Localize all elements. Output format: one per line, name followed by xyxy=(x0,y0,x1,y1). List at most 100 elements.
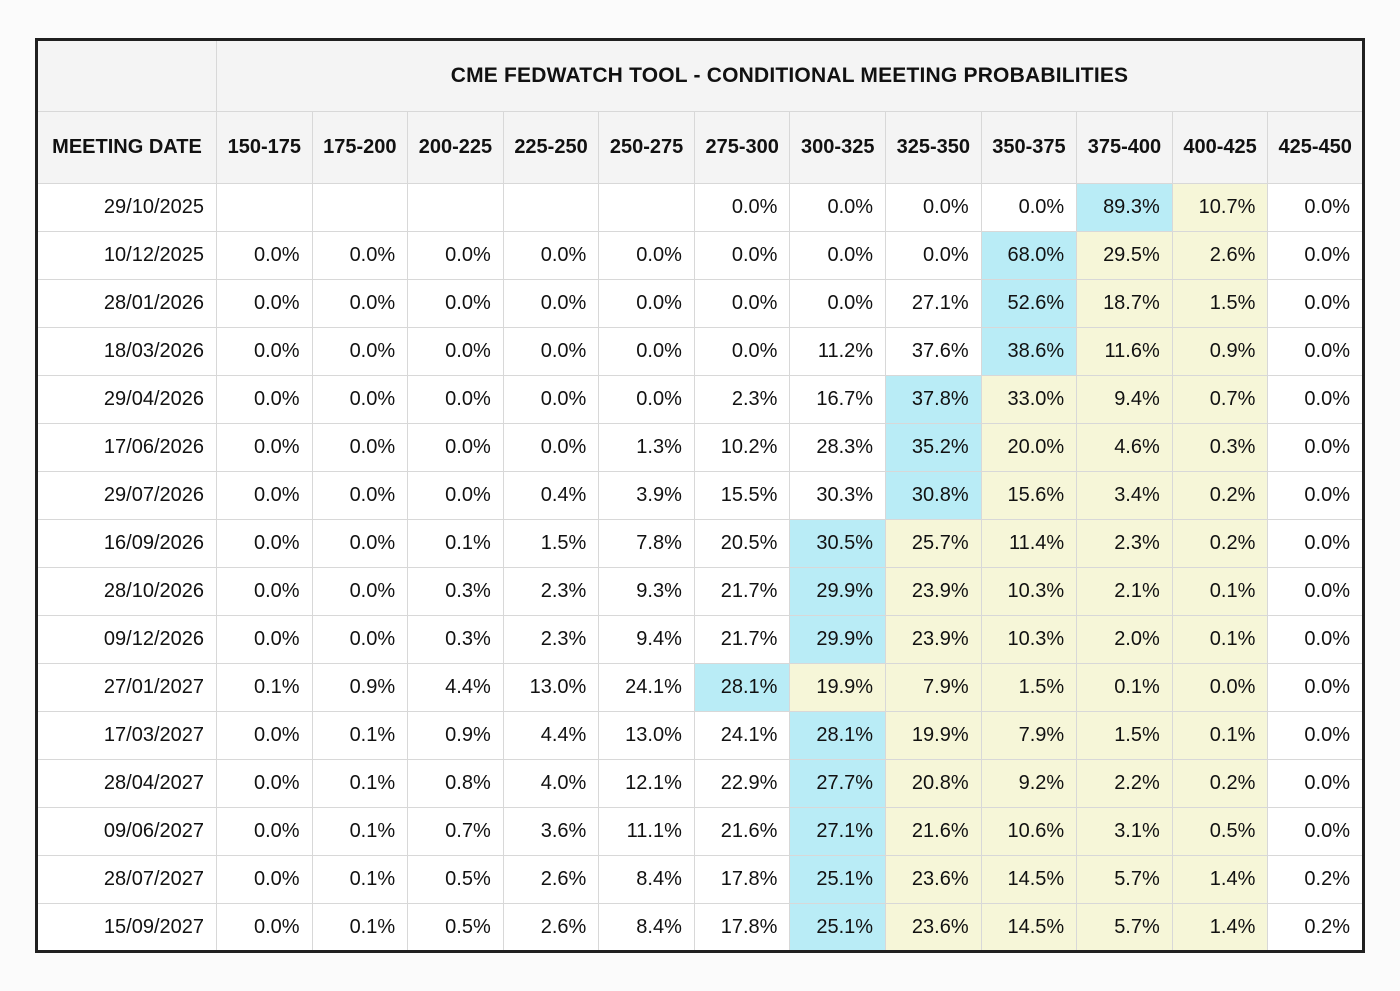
table-row: 29/07/2026 0.0% 0.0% 0.0% 0.4% 3.9% 15.5% 30.3%… xyxy=(36,471,1364,520)
probability-cell xyxy=(407,183,504,232)
probability-cell-max: 29.9% xyxy=(789,567,887,616)
meeting-date-header: MEETING DATE xyxy=(36,111,217,184)
table-row: 29/04/2026 0.0% 0.0% 0.0% 0.0% 0.0% 2.3% 16.7% 3… xyxy=(36,375,1364,424)
probability-cell-tail: 7.9% xyxy=(980,711,1078,760)
probability-cell: 0.0% xyxy=(598,375,695,424)
rate-column-header: 425-450 xyxy=(1267,111,1364,184)
probability-cell: 0.0% xyxy=(407,471,504,520)
probability-cell: 16.7% xyxy=(789,375,887,424)
probability-cell-tail: 0.3% xyxy=(1171,423,1269,472)
probability-cell-tail: 15.6% xyxy=(980,471,1078,520)
table-row: 17/06/2026 0.0% 0.0% 0.0% 0.0% 1.3% 10.2% 28.3%… xyxy=(36,423,1364,472)
probability-cell: 22.9% xyxy=(693,759,791,808)
rate-column-header: 150-175 xyxy=(216,111,313,184)
probability-cell: 0.0% xyxy=(311,471,409,520)
probability-cell-max: 27.7% xyxy=(789,759,887,808)
probability-cell-tail: 1.5% xyxy=(1076,711,1173,760)
probability-cell-tail: 1.5% xyxy=(1171,279,1269,328)
probability-cell-max: 30.8% xyxy=(885,471,982,520)
meeting-date-cell: 29/07/2026 xyxy=(36,471,217,520)
probability-cell: 0.0% xyxy=(502,423,600,472)
probability-cell: 0.0% xyxy=(216,279,313,328)
probability-cell-tail: 3.4% xyxy=(1076,471,1173,520)
title-row: CME FEDWATCH TOOL - CONDITIONAL MEETING … xyxy=(36,39,1364,112)
probability-cell: 0.2% xyxy=(1267,855,1364,904)
table-row: 28/07/2027 0.0% 0.1% 0.5% 2.6% 8.4% 17.8% 25.1%… xyxy=(36,855,1364,904)
table-row: 09/06/2027 0.0% 0.1% 0.7% 3.6% 11.1% 21.6% 27.1… xyxy=(36,807,1364,856)
probability-cell: 0.1% xyxy=(311,807,409,856)
probability-cell-tail: 14.5% xyxy=(980,855,1078,904)
meeting-date-cell: 09/12/2026 xyxy=(36,615,217,664)
probability-cell: 37.6% xyxy=(885,327,982,376)
probability-cell-tail: 7.9% xyxy=(885,663,982,712)
probability-cell: 0.0% xyxy=(693,231,791,280)
table-row: 28/10/2026 0.0% 0.0% 0.3% 2.3% 9.3% 21.7% 29.9%… xyxy=(36,567,1364,616)
probability-cell: 0.1% xyxy=(311,759,409,808)
probability-cell xyxy=(311,183,409,232)
table-row: 16/09/2026 0.0% 0.0% 0.1% 1.5% 7.8% 20.5% 30.5%… xyxy=(36,519,1364,568)
probability-cell-tail: 2.2% xyxy=(1076,759,1173,808)
probability-cell: 21.7% xyxy=(693,567,791,616)
probability-cell-tail: 23.6% xyxy=(885,855,982,904)
probability-cell-max: 52.6% xyxy=(980,279,1078,328)
probability-cell: 15.5% xyxy=(693,471,791,520)
probability-cell: 24.1% xyxy=(598,663,695,712)
probability-cell-tail: 10.6% xyxy=(980,807,1078,856)
probability-cell: 0.0% xyxy=(1267,231,1364,280)
table-row: 15/09/2027 0.0% 0.1% 0.5% 2.6% 8.4% 17.8% 25.1%… xyxy=(36,903,1364,952)
probability-cell-tail: 2.0% xyxy=(1076,615,1173,664)
probability-cell: 0.0% xyxy=(1267,423,1364,472)
probability-cell-max: 89.3% xyxy=(1076,183,1173,232)
probability-cell: 0.0% xyxy=(885,231,982,280)
probability-cell: 0.0% xyxy=(216,423,313,472)
probability-cell: 0.0% xyxy=(693,327,791,376)
table-row: 17/03/2027 0.0% 0.1% 0.9% 4.4% 13.0% 24.1% 28.1… xyxy=(36,711,1364,760)
probability-cell-tail: 0.1% xyxy=(1076,663,1173,712)
meeting-date-cell: 18/03/2026 xyxy=(36,327,217,376)
probability-cell-tail: 19.9% xyxy=(789,663,887,712)
probability-cell: 1.3% xyxy=(598,423,695,472)
meeting-date-cell: 28/07/2027 xyxy=(36,855,217,904)
probability-cell-tail: 2.6% xyxy=(1171,231,1269,280)
probability-cell: 28.3% xyxy=(789,423,887,472)
meeting-date-cell: 17/06/2026 xyxy=(36,423,217,472)
probability-cell: 21.6% xyxy=(693,807,791,856)
probability-cell: 0.1% xyxy=(311,855,409,904)
probability-cell: 0.0% xyxy=(1267,519,1364,568)
probability-cell: 0.0% xyxy=(216,807,313,856)
probability-cell-max: 38.6% xyxy=(980,327,1078,376)
probability-cell: 30.3% xyxy=(789,471,887,520)
probability-cell-tail: 25.7% xyxy=(885,519,982,568)
probability-cell xyxy=(598,183,695,232)
meeting-date-cell: 28/04/2027 xyxy=(36,759,217,808)
probability-cell: 0.0% xyxy=(789,183,887,232)
probability-cell: 13.0% xyxy=(598,711,695,760)
meeting-date-cell: 27/01/2027 xyxy=(36,663,217,712)
probability-cell: 0.5% xyxy=(407,855,504,904)
probability-cell: 0.0% xyxy=(311,615,409,664)
probability-cell-max: 28.1% xyxy=(789,711,887,760)
probability-cell: 0.0% xyxy=(311,423,409,472)
probability-cell: 9.3% xyxy=(598,567,695,616)
probability-cell-tail: 5.7% xyxy=(1076,855,1173,904)
probability-cell-tail: 0.9% xyxy=(1171,327,1269,376)
probability-cell-tail: 0.7% xyxy=(1171,375,1269,424)
rate-column-header: 225-250 xyxy=(502,111,600,184)
probability-cell-tail: 9.2% xyxy=(980,759,1078,808)
probability-cell: 3.9% xyxy=(598,471,695,520)
table-row: 10/12/2025 0.0% 0.0% 0.0% 0.0% 0.0% 0.0% 0.0% 0.… xyxy=(36,231,1364,280)
probability-cell-tail: 0.0% xyxy=(1171,663,1269,712)
probability-cell: 0.3% xyxy=(407,615,504,664)
probability-cell: 0.0% xyxy=(311,231,409,280)
probability-cell-tail: 0.5% xyxy=(1171,807,1269,856)
probability-cell: 0.1% xyxy=(216,663,313,712)
probability-cell: 0.0% xyxy=(789,279,887,328)
probability-cell-tail: 23.9% xyxy=(885,615,982,664)
probability-cell-tail: 5.7% xyxy=(1076,903,1173,952)
probability-cell: 0.0% xyxy=(407,327,504,376)
probability-cell: 24.1% xyxy=(693,711,791,760)
probability-cell: 0.0% xyxy=(502,231,600,280)
probability-cell-tail: 2.3% xyxy=(1076,519,1173,568)
probability-cell: 0.0% xyxy=(1267,567,1364,616)
